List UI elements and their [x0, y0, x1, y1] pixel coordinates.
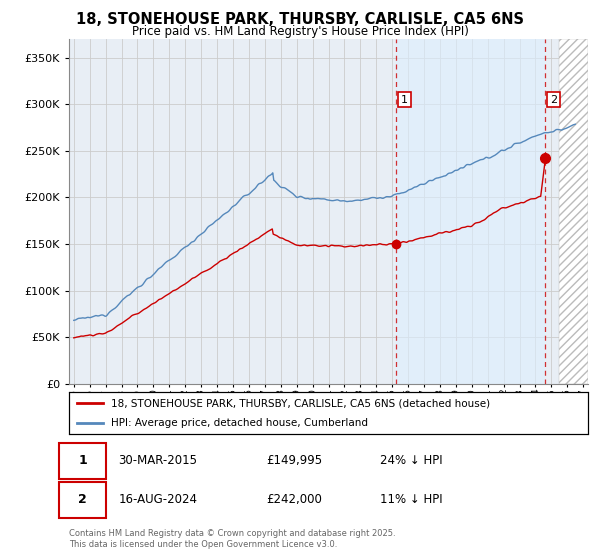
- Text: HPI: Average price, detached house, Cumberland: HPI: Average price, detached house, Cumb…: [110, 418, 368, 428]
- Text: 24% ↓ HPI: 24% ↓ HPI: [380, 454, 443, 467]
- Text: Contains HM Land Registry data © Crown copyright and database right 2025.
This d: Contains HM Land Registry data © Crown c…: [69, 529, 395, 549]
- Text: 18, STONEHOUSE PARK, THURSBY, CARLISLE, CA5 6NS (detached house): 18, STONEHOUSE PARK, THURSBY, CARLISLE, …: [110, 398, 490, 408]
- Text: £242,000: £242,000: [266, 493, 322, 506]
- Text: 2: 2: [550, 95, 557, 105]
- Text: 2: 2: [78, 493, 87, 506]
- Text: 1: 1: [401, 95, 408, 105]
- Text: 11% ↓ HPI: 11% ↓ HPI: [380, 493, 443, 506]
- Text: 18, STONEHOUSE PARK, THURSBY, CARLISLE, CA5 6NS: 18, STONEHOUSE PARK, THURSBY, CARLISLE, …: [76, 12, 524, 27]
- Text: 30-MAR-2015: 30-MAR-2015: [118, 454, 197, 467]
- Text: 1: 1: [78, 454, 87, 467]
- Text: Price paid vs. HM Land Registry's House Price Index (HPI): Price paid vs. HM Land Registry's House …: [131, 25, 469, 38]
- FancyBboxPatch shape: [59, 482, 106, 517]
- Text: £149,995: £149,995: [266, 454, 322, 467]
- Bar: [396, 39, 545, 384]
- FancyBboxPatch shape: [59, 443, 106, 479]
- Text: 16-AUG-2024: 16-AUG-2024: [118, 493, 197, 506]
